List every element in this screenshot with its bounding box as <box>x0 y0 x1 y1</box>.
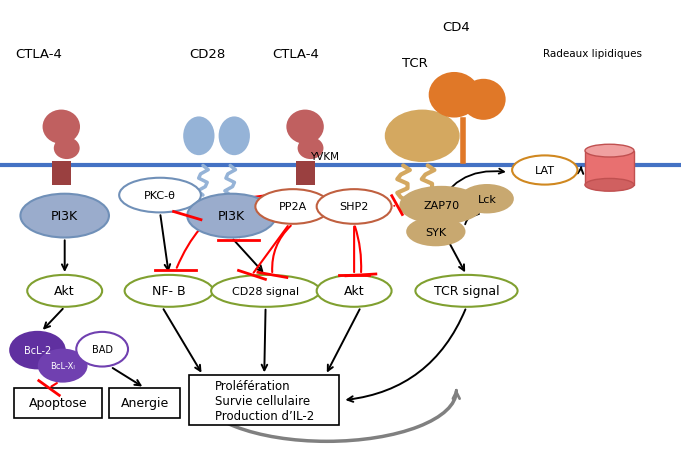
Ellipse shape <box>585 145 634 158</box>
Text: NF- B: NF- B <box>152 285 186 298</box>
Ellipse shape <box>27 275 102 307</box>
Ellipse shape <box>415 275 518 307</box>
Bar <box>14 388 102 418</box>
Ellipse shape <box>385 111 460 163</box>
Text: CD28 signal: CD28 signal <box>232 286 299 296</box>
Text: PI3K: PI3K <box>218 210 245 222</box>
Ellipse shape <box>211 275 320 307</box>
Text: Anergie: Anergie <box>121 396 169 410</box>
Text: BcL-2: BcL-2 <box>24 345 51 355</box>
Text: CD28: CD28 <box>189 48 225 61</box>
Ellipse shape <box>119 178 201 213</box>
Ellipse shape <box>187 194 276 238</box>
Text: PI3K: PI3K <box>51 210 78 222</box>
Text: CTLA-4: CTLA-4 <box>15 48 62 61</box>
Ellipse shape <box>54 138 80 160</box>
Ellipse shape <box>255 190 330 224</box>
Text: TCR: TCR <box>402 57 428 70</box>
Text: Akt: Akt <box>54 285 75 298</box>
Ellipse shape <box>317 190 392 224</box>
Ellipse shape <box>512 156 577 185</box>
Ellipse shape <box>20 194 109 238</box>
Circle shape <box>76 332 128 367</box>
Ellipse shape <box>585 179 634 192</box>
Text: Akt: Akt <box>344 285 364 298</box>
Text: SYK: SYK <box>425 227 447 237</box>
Ellipse shape <box>183 117 215 156</box>
Text: LAT: LAT <box>535 166 555 176</box>
Text: CTLA-4: CTLA-4 <box>272 48 319 61</box>
Ellipse shape <box>317 275 392 307</box>
Text: PKC-θ: PKC-θ <box>144 191 176 201</box>
Text: ZAP70: ZAP70 <box>423 201 460 211</box>
Text: SHP2: SHP2 <box>339 202 369 212</box>
Bar <box>109 388 180 418</box>
Text: YVKM: YVKM <box>310 152 339 162</box>
Ellipse shape <box>407 218 464 246</box>
Ellipse shape <box>42 111 80 145</box>
Text: PP2A: PP2A <box>279 202 307 212</box>
Ellipse shape <box>461 186 513 213</box>
Bar <box>296 162 315 185</box>
Ellipse shape <box>462 80 505 121</box>
Bar <box>585 151 634 186</box>
Text: Apoptose: Apoptose <box>29 396 87 410</box>
Text: TCR signal: TCR signal <box>434 285 499 298</box>
Bar <box>52 162 71 185</box>
Ellipse shape <box>400 187 482 224</box>
Text: BAD: BAD <box>92 344 112 354</box>
Ellipse shape <box>298 138 323 160</box>
Text: CD4: CD4 <box>443 21 471 34</box>
Ellipse shape <box>125 275 213 307</box>
Text: BcL-Xₗ: BcL-Xₗ <box>50 361 75 370</box>
Circle shape <box>10 332 65 369</box>
Text: Lck: Lck <box>477 194 496 204</box>
Bar <box>189 375 339 425</box>
Text: Radeaux lipidiques: Radeaux lipidiques <box>543 49 642 59</box>
Ellipse shape <box>286 111 324 145</box>
Ellipse shape <box>429 73 479 118</box>
Ellipse shape <box>219 117 250 156</box>
Circle shape <box>39 350 86 382</box>
Text: Proléfération
Survie cellulaire
Production d’IL-2: Proléfération Survie cellulaire Producti… <box>215 379 314 422</box>
